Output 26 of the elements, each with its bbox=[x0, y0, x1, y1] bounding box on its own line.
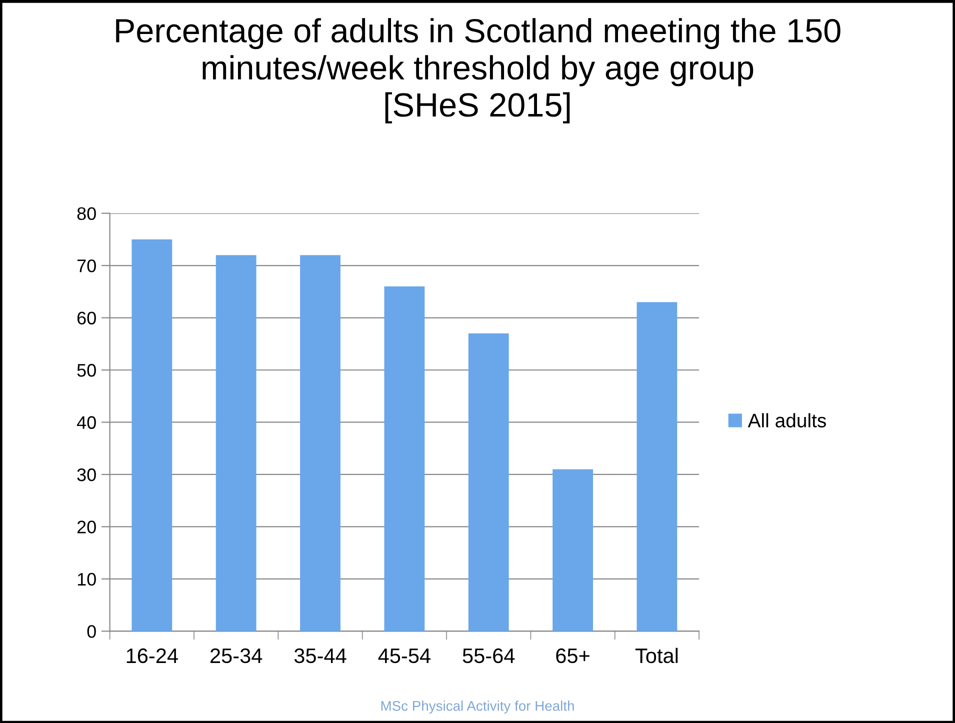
x-tick-label: 16-24 bbox=[126, 648, 178, 664]
bar bbox=[300, 255, 340, 632]
x-tick-label: 45-54 bbox=[378, 648, 430, 664]
y-tick-label: 50 bbox=[77, 364, 96, 377]
text: MSc Physical Activity for Health bbox=[381, 700, 574, 714]
y-tick-label: 30 bbox=[77, 468, 96, 482]
y-tick-label: 0 bbox=[87, 625, 96, 638]
y-tick-label: 80 bbox=[77, 207, 96, 220]
y-tick-label: 70 bbox=[77, 259, 96, 272]
y-tick-label: 20 bbox=[77, 520, 96, 534]
x-tick-label: 25-34 bbox=[210, 648, 262, 664]
bar bbox=[636, 302, 678, 632]
y-tick-label: 60 bbox=[77, 312, 96, 324]
y-tick-label: 40 bbox=[76, 416, 96, 429]
y-tick-label: 10 bbox=[78, 572, 96, 586]
chart-title: Percentage of adults in Scotland meeting the 150 minutes/week threshold by age group [SHeS 2015] bbox=[116, 18, 840, 124]
x-tick-label: 65+ bbox=[556, 648, 590, 664]
bar bbox=[552, 469, 593, 632]
bar bbox=[384, 286, 425, 632]
x-tick-label: Total bbox=[635, 648, 678, 664]
bar bbox=[132, 239, 172, 632]
bar bbox=[468, 333, 509, 632]
legend-label: All adults bbox=[748, 413, 826, 428]
x-tick-label: 55-64 bbox=[462, 648, 515, 664]
bar bbox=[216, 255, 256, 632]
x-tick-label: 35-44 bbox=[294, 648, 346, 664]
